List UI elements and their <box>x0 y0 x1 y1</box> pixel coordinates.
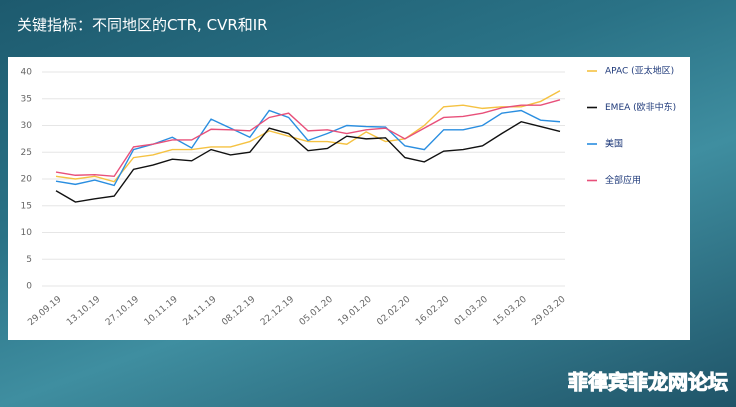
legend-label: 美国 <box>605 138 623 150</box>
y-tick-label: 0 <box>26 282 32 292</box>
series-line <box>55 90 561 183</box>
y-tick-label: 15 <box>21 201 32 211</box>
y-tick-label: 25 <box>21 148 32 158</box>
legend-label: EMEA (欧非中东) <box>605 101 676 113</box>
y-tick-label: 5 <box>26 255 32 265</box>
series-line <box>55 109 561 187</box>
slide-title: 关键指标：不同地区的CTR, CVR和IR <box>17 16 268 34</box>
y-tick-label: 35 <box>21 94 32 104</box>
series-line <box>55 121 561 203</box>
y-tick-label: 30 <box>21 121 33 131</box>
series-line <box>55 99 561 178</box>
legend-label: 全部应用 <box>605 174 641 186</box>
watermark: 菲律宾菲龙网论坛 <box>568 370 729 395</box>
y-tick-label: 10 <box>21 228 33 238</box>
y-tick-label: 20 <box>21 175 33 185</box>
chart-panel <box>8 57 690 340</box>
legend-label: APAC (亚太地区) <box>605 65 674 77</box>
y-tick-label: 40 <box>21 68 33 78</box>
